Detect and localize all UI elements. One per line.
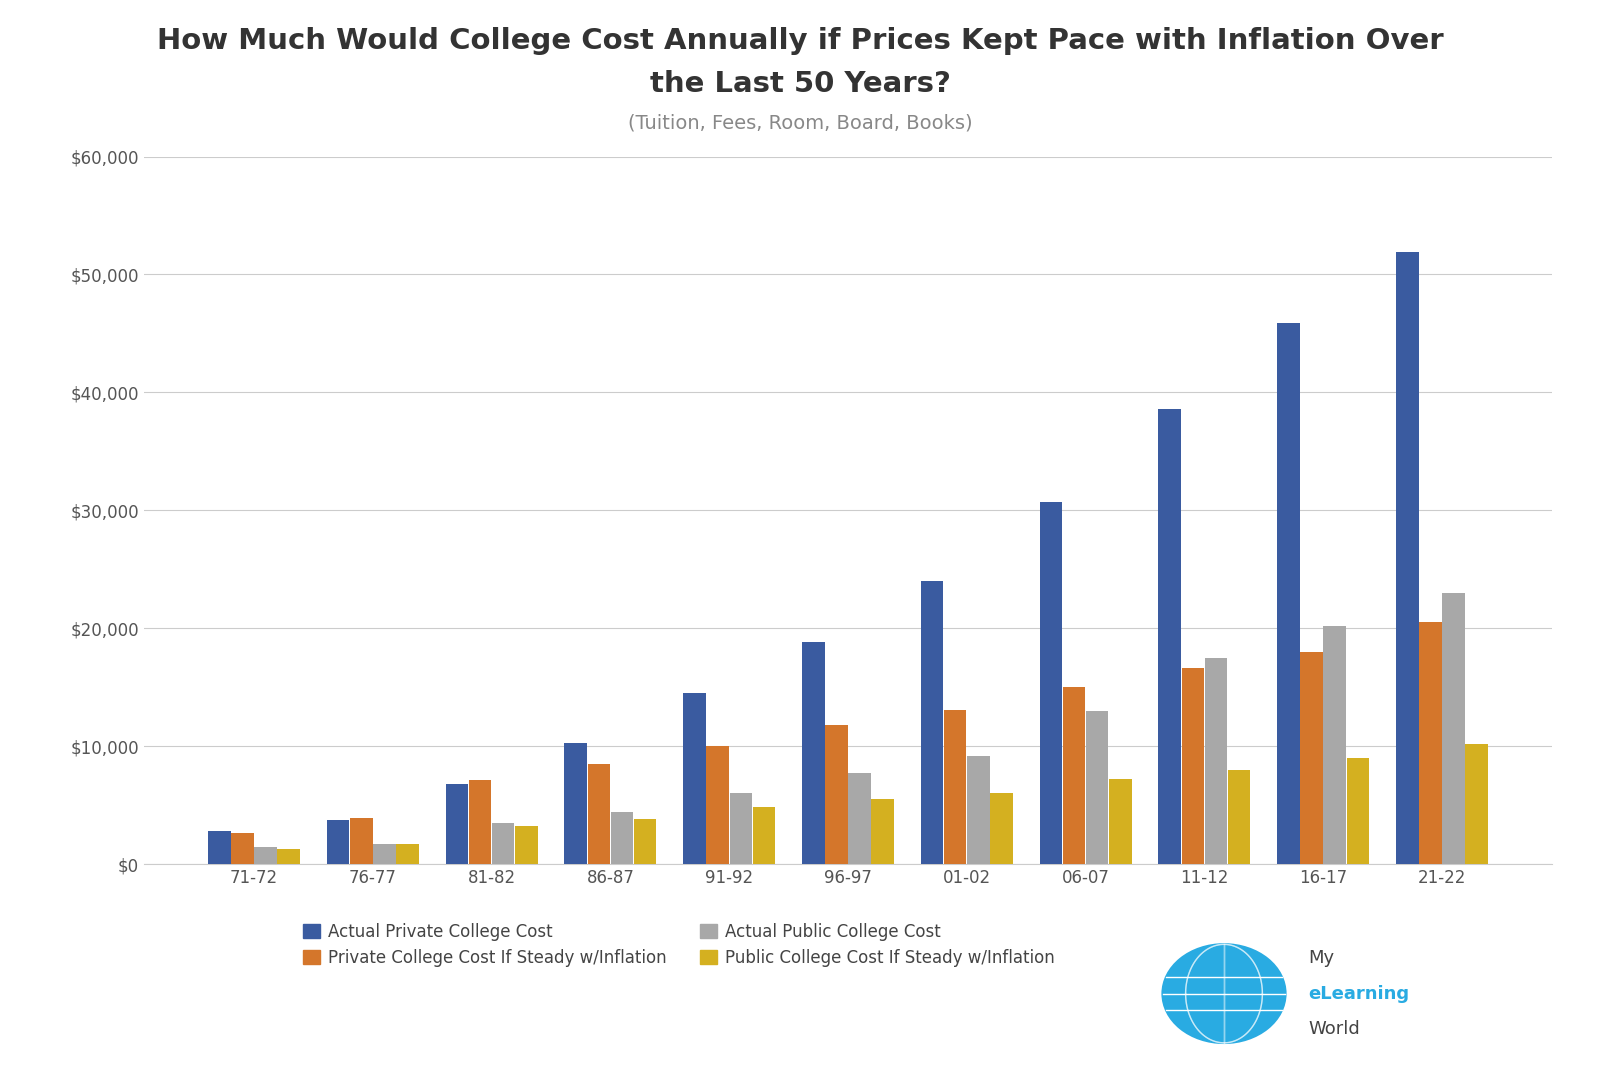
Bar xyxy=(611,812,634,864)
Bar xyxy=(373,843,395,864)
Text: (Tuition, Fees, Room, Board, Books): (Tuition, Fees, Room, Board, Books) xyxy=(627,113,973,133)
Bar xyxy=(445,784,469,864)
Bar xyxy=(1205,658,1227,864)
Bar xyxy=(1301,652,1323,864)
Bar xyxy=(683,693,706,864)
Bar xyxy=(752,808,776,864)
Bar xyxy=(1395,252,1419,864)
Bar xyxy=(990,793,1013,864)
Bar xyxy=(730,793,752,864)
Circle shape xyxy=(1160,942,1288,1045)
Bar xyxy=(1323,625,1346,864)
Bar xyxy=(277,849,301,864)
Bar xyxy=(350,818,373,864)
Bar xyxy=(469,780,491,864)
Bar xyxy=(397,843,419,864)
Bar xyxy=(491,823,515,864)
Bar xyxy=(1181,669,1205,864)
Bar xyxy=(872,799,894,864)
Bar xyxy=(1227,770,1251,864)
Text: World: World xyxy=(1309,1021,1360,1038)
Bar xyxy=(1062,687,1085,864)
Bar xyxy=(848,773,870,864)
Bar xyxy=(1277,323,1299,864)
Text: eLearning: eLearning xyxy=(1309,985,1410,1002)
Bar xyxy=(966,756,990,864)
Bar xyxy=(587,764,610,864)
Bar xyxy=(1466,744,1488,864)
Bar xyxy=(254,848,277,864)
Bar xyxy=(1442,593,1466,864)
Bar xyxy=(1040,502,1062,864)
Bar xyxy=(515,826,538,864)
Bar xyxy=(944,710,966,864)
Bar xyxy=(826,725,848,864)
Bar xyxy=(1109,779,1131,864)
Bar xyxy=(565,743,587,864)
Text: My: My xyxy=(1309,949,1334,967)
Bar xyxy=(706,746,730,864)
Bar xyxy=(1158,409,1181,864)
Bar xyxy=(1419,622,1442,864)
Bar xyxy=(1086,711,1109,864)
Bar xyxy=(802,643,824,864)
Text: How Much Would College Cost Annually if Prices Kept Pace with Inflation Over: How Much Would College Cost Annually if … xyxy=(157,27,1443,55)
Bar xyxy=(230,834,254,864)
Bar xyxy=(920,581,944,864)
Text: the Last 50 Years?: the Last 50 Years? xyxy=(650,70,950,98)
Legend: Actual Private College Cost, Private College Cost If Steady w/Inflation, Actual : Actual Private College Cost, Private Col… xyxy=(296,916,1061,974)
Bar xyxy=(208,831,230,864)
Bar xyxy=(326,821,349,864)
Bar xyxy=(1347,758,1370,864)
Bar xyxy=(634,820,656,864)
